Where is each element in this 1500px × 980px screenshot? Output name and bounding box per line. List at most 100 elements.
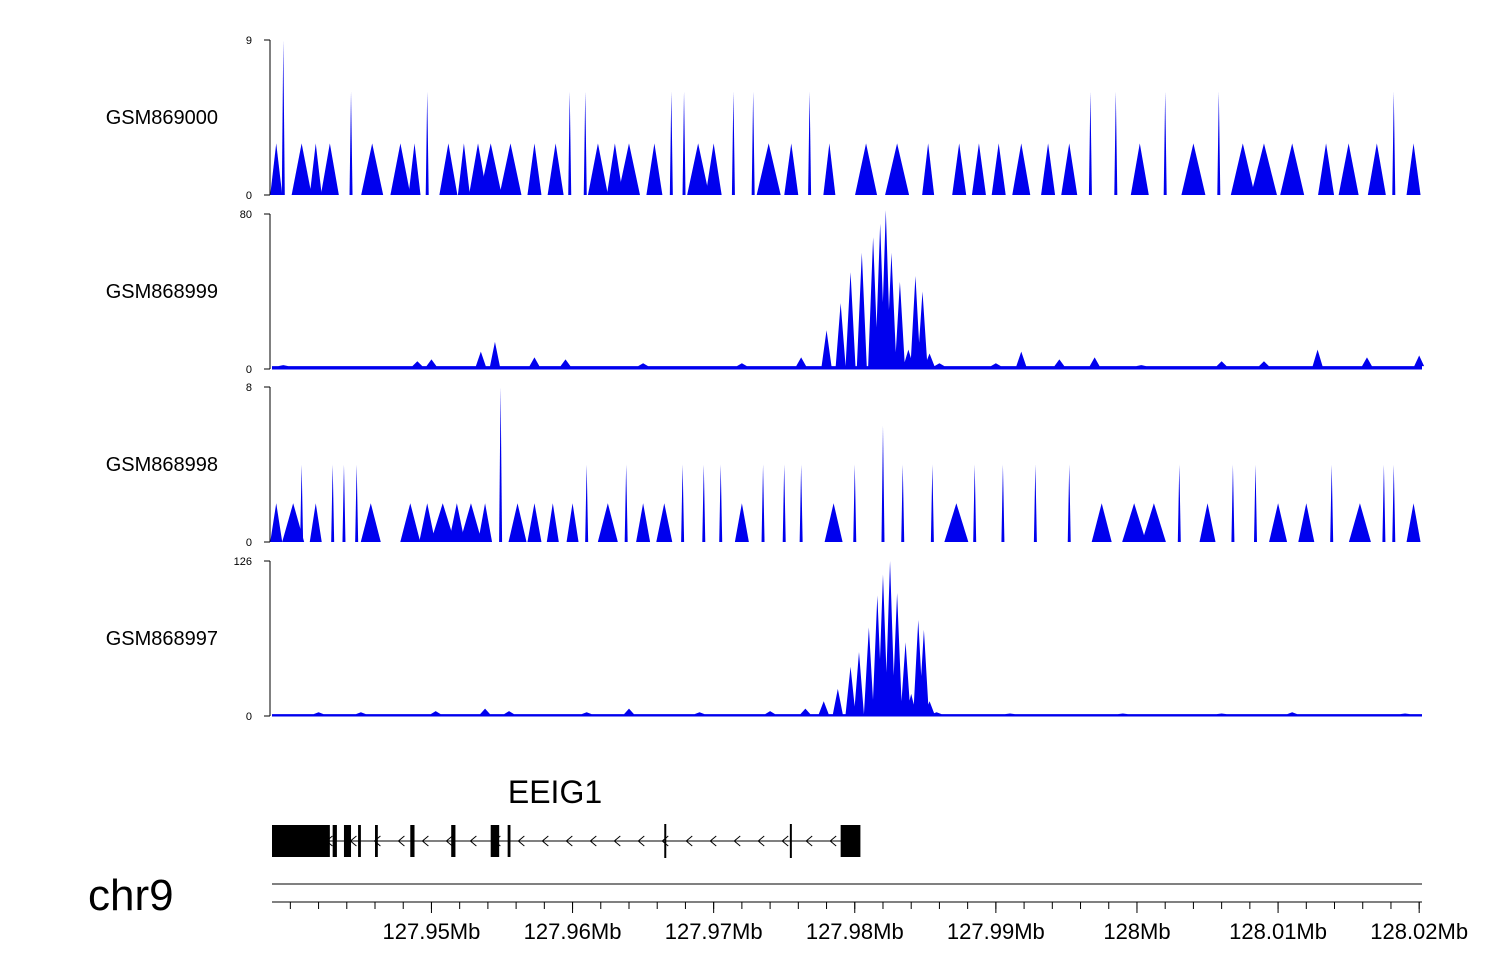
track-GSM868998: GSM868998 8 0 [106,382,1421,549]
coverage-spike [425,91,429,195]
coverage-spike [705,143,722,195]
coverage-spike [973,464,977,542]
coverage-spike [355,464,359,542]
coverage-spike [656,503,673,542]
coverage-spike [587,143,608,195]
axis-tick-label: 128.01Mb [1229,919,1327,944]
gene-model-track: EEIG1 [272,774,861,858]
coverage-spike [309,143,322,195]
coverage-spike [1406,143,1421,195]
coverage-spike [1122,503,1147,542]
strand-arrow [685,835,693,847]
coverage-spike [782,464,786,542]
track-ymax-label: 80 [240,209,252,221]
coverage-spike [583,91,587,195]
exon [507,825,511,857]
strand-arrow [445,835,453,847]
coverage-spike [547,143,564,195]
strand-arrow [733,835,741,847]
track-ymin-label: 0 [246,364,252,376]
exon [410,825,415,857]
coverage-spike [646,143,663,195]
strand-arrow [829,835,837,847]
coverage-spike [1269,503,1288,542]
exon [840,825,861,857]
coverage-spike [360,503,381,542]
coverage-spike [624,464,628,542]
exon [490,825,500,857]
strand-arrow [541,835,549,847]
exon [451,825,456,857]
coverage-spike [885,143,910,195]
axis-tick-label: 128Mb [1103,919,1170,944]
coverage-area [272,210,1425,369]
coverage-spike [1348,503,1371,542]
coverage-spike [499,143,522,195]
coverage-spike [823,143,836,195]
coverage-spike [342,464,346,542]
coverage-spike [808,91,812,195]
strand-arrow [637,835,645,847]
coverage-spike [281,40,285,195]
coverage-spike [606,143,623,195]
axis-tick-label: 127.96Mb [524,919,622,944]
coverage-spike [702,464,706,542]
axis-tick-label: 127.99Mb [947,919,1045,944]
coverage-spike [300,464,304,542]
coverage-spike [991,143,1006,195]
coverage-spike [478,503,493,542]
chromosome-label: chr9 [88,871,174,920]
coverage-spike [566,503,579,542]
coverage-spike [1318,143,1335,195]
exon [358,825,361,857]
coverage-spike [597,503,618,542]
axis-tick-label: 127.97Mb [665,919,763,944]
coverage-spike [734,503,749,542]
strand-arrow [469,835,477,847]
coverage-spike [1199,503,1216,542]
coverage-spike [527,143,542,195]
coverage-spike [457,143,470,195]
track-ymax-label: 126 [234,556,252,568]
strand-arrow [613,835,621,847]
exon [789,824,792,858]
track-GSM868999: GSM868999 80 0 [106,209,1425,376]
coverage-spike [1088,91,1092,195]
coverage-tracks: GSM86900090GSM868999800GSM86899880GSM868… [106,35,1425,723]
track-GSM868997: GSM868997 126 0 [106,556,1422,723]
coverage-spike [499,387,503,542]
track-GSM869000: GSM869000 9 0 [106,35,1421,202]
coverage-spike [930,464,934,542]
coverage-spike [687,143,710,195]
coverage-spike [361,143,384,195]
coverage-spike [756,143,781,195]
coverage-spike [751,91,755,195]
coverage-spike [331,464,335,542]
strand-arrow [397,835,405,847]
coverage-spike [719,464,723,542]
coverage-spike [1041,143,1056,195]
exon [332,825,337,857]
coverage-spike [282,503,305,542]
coverage-spike [459,503,482,542]
coverage-spike [1114,91,1118,195]
coverage-spike [527,503,542,542]
coverage-spike [419,503,436,542]
coverage-spike [1280,143,1305,195]
track-ymax-label: 8 [246,382,252,394]
track-ymin-label: 0 [246,190,252,202]
coverage-spike [568,91,572,195]
coverage-spike [1406,503,1421,542]
track-ymin-label: 0 [246,711,252,723]
coverage-spike [1382,464,1386,542]
coverage-spike [853,464,857,542]
coverage-spike [682,91,686,195]
axis-tick-label: 127.98Mb [806,919,904,944]
coverage-spike [479,143,502,195]
exon [375,825,378,857]
exon [664,824,667,858]
coverage-spike [922,143,935,195]
coverage-spike [901,464,905,542]
coverage-spike [1253,464,1257,542]
coverage-spike [636,503,651,542]
